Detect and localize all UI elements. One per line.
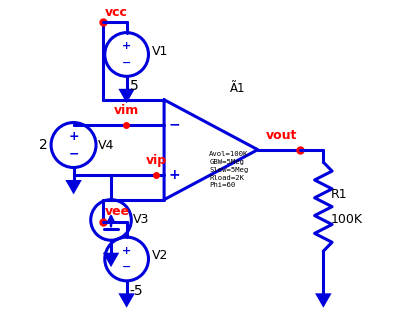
Text: vim: vim (114, 104, 139, 117)
Text: −: − (122, 262, 131, 272)
Text: V4: V4 (98, 139, 114, 152)
Text: vip: vip (146, 154, 167, 167)
Polygon shape (103, 253, 119, 267)
Text: 2: 2 (39, 138, 48, 152)
Text: vout: vout (266, 129, 297, 142)
Polygon shape (65, 180, 82, 194)
Text: V2: V2 (152, 249, 168, 262)
Text: V3: V3 (133, 214, 149, 226)
Text: −: − (68, 147, 79, 160)
Text: vee: vee (105, 205, 130, 218)
Text: +: + (122, 41, 131, 51)
Text: +: + (68, 130, 79, 143)
Text: +: + (122, 246, 131, 256)
Text: -5: -5 (130, 284, 143, 298)
Text: R1: R1 (331, 188, 348, 201)
Text: 100K: 100K (331, 213, 363, 226)
Text: −: − (169, 118, 180, 132)
Text: 5: 5 (130, 79, 138, 94)
Text: Avol=100K
GBW=5Meg
Slew=5Meg
Rload=2K
Phi=60: Avol=100K GBW=5Meg Slew=5Meg Rload=2K Ph… (209, 151, 249, 188)
Polygon shape (118, 293, 135, 308)
Polygon shape (315, 293, 332, 308)
Text: −: − (122, 58, 131, 68)
Text: +: + (169, 168, 180, 182)
Text: vcc: vcc (105, 6, 128, 19)
Polygon shape (118, 89, 135, 103)
Text: V1: V1 (152, 45, 168, 58)
Text: Ã1: Ã1 (230, 82, 245, 95)
